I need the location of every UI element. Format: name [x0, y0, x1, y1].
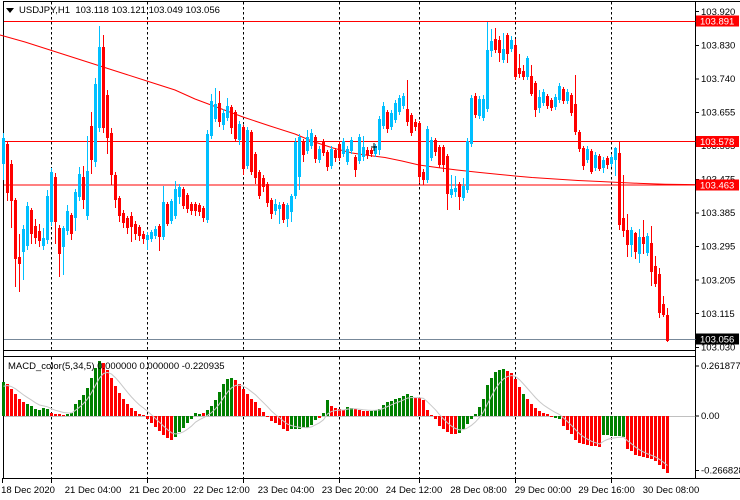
svg-text:103.463: 103.463 [700, 181, 734, 192]
svg-text:103.115: 103.115 [701, 309, 735, 320]
svg-text:22 Dec 12:00: 22 Dec 12:00 [193, 485, 250, 496]
svg-text:MACD_color(5,34,5) 0.000000 0.: MACD_color(5,34,5) 0.000000 0.000000 -0.… [8, 361, 225, 372]
svg-text:28 Dec 08:00: 28 Dec 08:00 [450, 485, 507, 496]
svg-text:103.385: 103.385 [701, 208, 735, 219]
svg-text:USDJPY,H1 103.118 103.121 103: USDJPY,H1 103.118 103.121 103.049 103.05… [19, 5, 220, 16]
svg-text:21 Dec 20:00: 21 Dec 20:00 [129, 485, 186, 496]
svg-text:0.00: 0.00 [701, 411, 720, 422]
svg-text:18 Dec 2020: 18 Dec 2020 [1, 485, 55, 496]
svg-text:21 Dec 04:00: 21 Dec 04:00 [65, 485, 122, 496]
svg-text:29 Dec 16:00: 29 Dec 16:00 [578, 485, 635, 496]
svg-text:103.655: 103.655 [701, 108, 735, 119]
svg-text:103.891: 103.891 [700, 17, 734, 28]
svg-text:103.740: 103.740 [701, 74, 735, 85]
svg-text:-0.266828: -0.266828 [701, 466, 740, 477]
svg-text:103.056: 103.056 [700, 335, 734, 346]
svg-text:103.920: 103.920 [701, 7, 735, 18]
svg-text:103.295: 103.295 [701, 242, 735, 253]
svg-text:103.578: 103.578 [700, 137, 734, 148]
svg-text:23 Dec 04:00: 23 Dec 04:00 [258, 485, 315, 496]
svg-text:103.205: 103.205 [701, 275, 735, 286]
svg-text:23 Dec 20:00: 23 Dec 20:00 [322, 485, 379, 496]
svg-text:103.030: 103.030 [701, 343, 735, 354]
svg-text:30 Dec 08:00: 30 Dec 08:00 [643, 485, 700, 496]
svg-text:24 Dec 12:00: 24 Dec 12:00 [386, 485, 443, 496]
svg-text:29 Dec 00:00: 29 Dec 00:00 [515, 485, 572, 496]
svg-text:103.830: 103.830 [701, 41, 735, 52]
svg-text:0.261877: 0.261877 [701, 361, 740, 372]
